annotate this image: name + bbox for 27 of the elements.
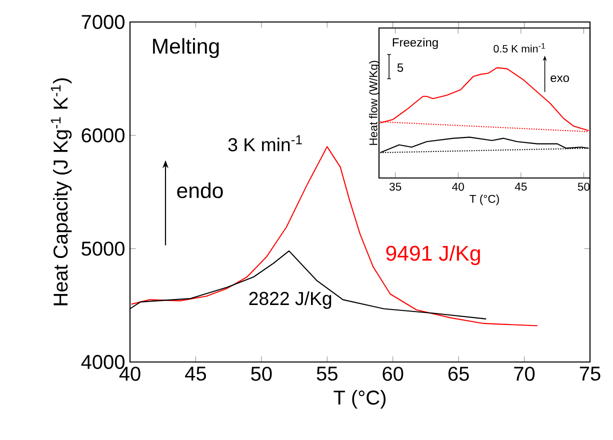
x-tick-label: 40 bbox=[452, 182, 464, 191]
annotation: endo bbox=[177, 182, 223, 198]
annotation: 3 K min$^{-1}$ bbox=[228, 135, 302, 152]
x-tick-label: 65 bbox=[448, 366, 469, 381]
x-tick-label: 75 bbox=[580, 366, 600, 381]
y-axis-title: Heat Capacity (J Kg$^{-1}$ K$^{-1}$) bbox=[50, 78, 72, 306]
x-tick-label: 70 bbox=[514, 366, 535, 381]
y-tick-label: 6000 bbox=[82, 128, 124, 142]
annotation: Melting bbox=[153, 38, 219, 58]
x-tick-label: 60 bbox=[382, 366, 404, 381]
annotation: 9491 J/Kg bbox=[386, 245, 480, 266]
y-tick-label: 7000 bbox=[82, 14, 124, 30]
x-tick-label: 35 bbox=[389, 182, 402, 191]
y-tick-label: 5000 bbox=[82, 242, 124, 256]
x-axis-title: T (°C) bbox=[334, 390, 386, 409]
x-tick-label: 45 bbox=[514, 182, 527, 191]
annotation: 2822 J/Kg bbox=[249, 291, 332, 309]
annotation: 0.5 K min$^{-1}$ bbox=[494, 43, 546, 53]
x-tick-label: 45 bbox=[185, 366, 206, 381]
x-tick-label: 50 bbox=[578, 182, 590, 191]
x-axis-title: T (°C) bbox=[470, 194, 499, 206]
annotation: exo bbox=[550, 75, 569, 82]
y-axis-title: Heat flow (W/Kg) bbox=[369, 60, 380, 145]
x-tick-label: 55 bbox=[316, 366, 338, 381]
x-tick-label: 50 bbox=[251, 366, 272, 381]
annotation: Freezing bbox=[392, 38, 438, 50]
annotation: 5 bbox=[397, 64, 404, 72]
